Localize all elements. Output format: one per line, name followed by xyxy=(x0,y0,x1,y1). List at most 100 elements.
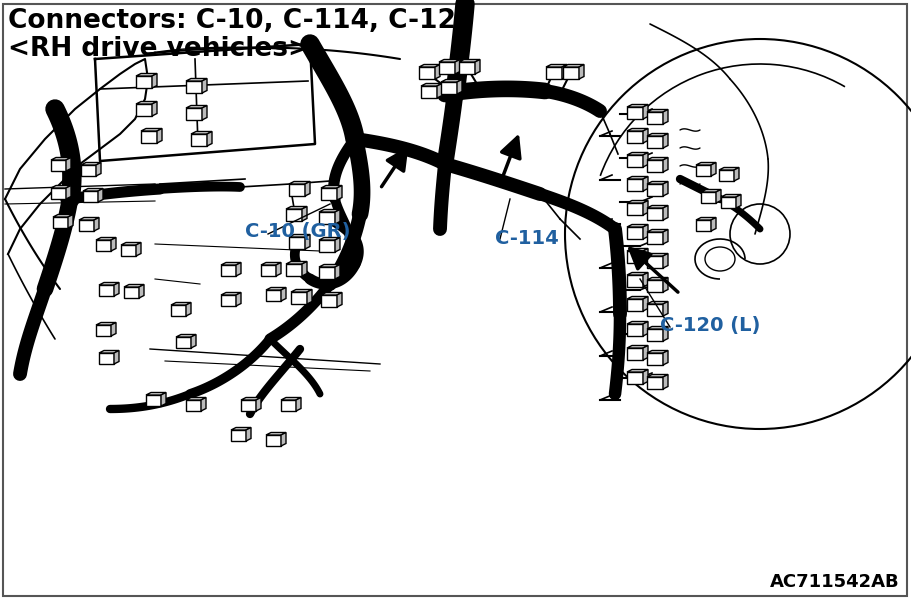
Bar xyxy=(647,329,663,341)
Polygon shape xyxy=(94,217,99,231)
Polygon shape xyxy=(563,65,584,67)
Polygon shape xyxy=(627,129,648,131)
Polygon shape xyxy=(643,273,648,287)
Bar xyxy=(647,112,663,124)
Bar xyxy=(83,191,98,202)
Polygon shape xyxy=(457,80,462,94)
Polygon shape xyxy=(647,158,668,160)
Bar xyxy=(99,353,114,364)
Bar xyxy=(319,240,335,252)
Polygon shape xyxy=(305,181,310,196)
Bar xyxy=(81,165,96,176)
Polygon shape xyxy=(721,195,741,197)
Polygon shape xyxy=(302,262,307,276)
Polygon shape xyxy=(186,78,207,81)
Bar xyxy=(441,82,457,94)
Bar xyxy=(563,67,579,79)
Polygon shape xyxy=(191,132,212,134)
Polygon shape xyxy=(643,177,648,191)
Bar xyxy=(51,160,66,171)
Polygon shape xyxy=(719,168,739,170)
Polygon shape xyxy=(256,398,261,411)
Polygon shape xyxy=(647,350,668,353)
Bar xyxy=(459,62,475,74)
Polygon shape xyxy=(663,110,668,124)
Bar xyxy=(719,170,734,181)
Polygon shape xyxy=(141,129,162,131)
Polygon shape xyxy=(335,210,340,224)
Polygon shape xyxy=(647,229,668,232)
Bar xyxy=(96,240,111,251)
Polygon shape xyxy=(475,59,480,74)
Polygon shape xyxy=(176,334,196,337)
Bar xyxy=(627,227,643,239)
Bar xyxy=(266,290,281,301)
Polygon shape xyxy=(305,234,310,249)
Polygon shape xyxy=(647,326,668,329)
Bar xyxy=(647,377,663,389)
Bar xyxy=(321,295,337,307)
Polygon shape xyxy=(276,262,281,276)
Polygon shape xyxy=(98,189,103,202)
Bar xyxy=(647,256,663,268)
Bar xyxy=(124,287,139,298)
Bar xyxy=(221,295,236,306)
Polygon shape xyxy=(643,370,648,384)
Bar xyxy=(99,285,114,296)
Polygon shape xyxy=(96,237,116,240)
Polygon shape xyxy=(647,181,668,184)
Bar xyxy=(289,237,305,249)
Bar xyxy=(186,108,202,120)
Polygon shape xyxy=(261,262,281,265)
Polygon shape xyxy=(663,326,668,341)
Polygon shape xyxy=(66,158,71,171)
Polygon shape xyxy=(114,350,119,364)
Polygon shape xyxy=(439,59,460,62)
Polygon shape xyxy=(124,285,144,287)
Polygon shape xyxy=(455,59,460,74)
Bar xyxy=(141,131,157,143)
Polygon shape xyxy=(289,181,310,184)
Polygon shape xyxy=(579,65,584,79)
Polygon shape xyxy=(627,153,648,155)
Polygon shape xyxy=(319,237,340,240)
Polygon shape xyxy=(627,201,648,203)
Polygon shape xyxy=(663,181,668,196)
Bar xyxy=(627,299,643,311)
Text: C-114: C-114 xyxy=(495,229,558,248)
Bar xyxy=(136,76,152,88)
Polygon shape xyxy=(643,129,648,143)
Bar xyxy=(627,324,643,336)
Bar xyxy=(51,188,66,199)
Polygon shape xyxy=(152,74,157,88)
Polygon shape xyxy=(711,162,716,176)
Polygon shape xyxy=(152,101,157,116)
Polygon shape xyxy=(83,189,103,191)
Polygon shape xyxy=(319,210,340,212)
Bar xyxy=(121,245,136,256)
Polygon shape xyxy=(627,370,648,372)
Polygon shape xyxy=(96,322,116,325)
Polygon shape xyxy=(121,243,141,245)
Polygon shape xyxy=(281,432,286,446)
Bar xyxy=(627,372,643,384)
Polygon shape xyxy=(136,101,157,104)
Polygon shape xyxy=(701,189,721,192)
Bar xyxy=(627,155,643,167)
Polygon shape xyxy=(286,207,307,209)
Polygon shape xyxy=(643,153,648,167)
Polygon shape xyxy=(335,237,340,252)
Polygon shape xyxy=(716,189,721,203)
Bar xyxy=(721,197,736,208)
Polygon shape xyxy=(291,289,312,292)
Polygon shape xyxy=(296,398,301,411)
Bar xyxy=(321,188,337,200)
Bar xyxy=(627,203,643,215)
Bar xyxy=(627,107,643,119)
Polygon shape xyxy=(99,350,119,353)
Bar xyxy=(546,67,562,79)
Bar xyxy=(171,305,186,316)
Bar xyxy=(647,232,663,244)
Polygon shape xyxy=(647,253,668,256)
Polygon shape xyxy=(157,129,162,143)
